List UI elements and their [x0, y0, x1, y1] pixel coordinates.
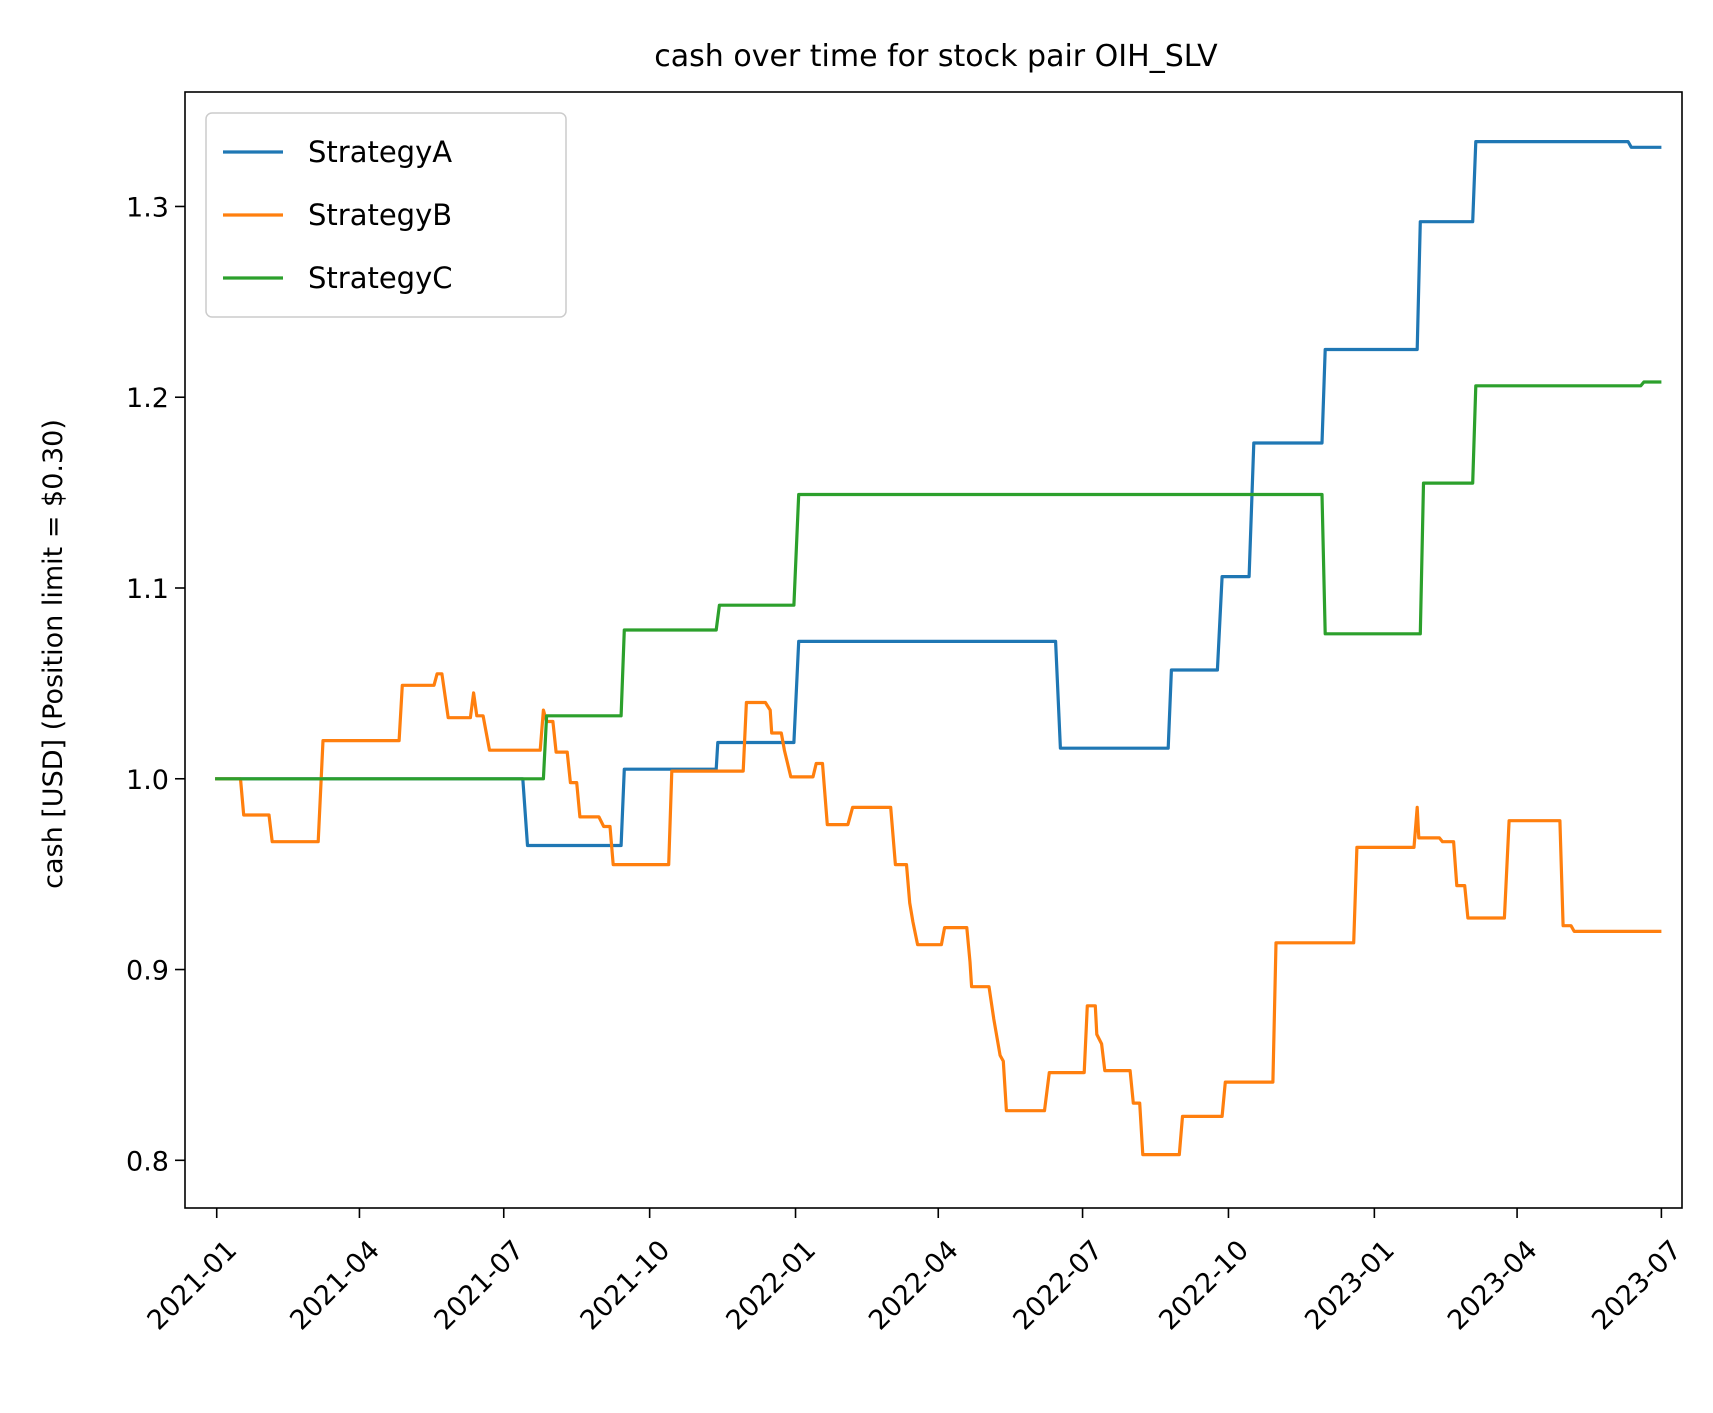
plot-area	[184, 91, 1683, 1209]
y-tick-label: 0.8	[126, 1146, 169, 1177]
series-line-strategya	[215, 140, 1662, 848]
legend-label-strategya: StrategyA	[308, 135, 452, 169]
legend-label-strategyb: StrategyB	[308, 198, 452, 232]
chart-title: cash over time for stock pair OIH_SLV	[654, 39, 1218, 74]
y-tick-label: 1.2	[126, 383, 169, 414]
y-tick-label: 1.0	[126, 765, 169, 796]
plot-frame	[184, 91, 1683, 1209]
legend-box	[205, 112, 567, 318]
y-tick-label: 0.9	[126, 956, 169, 987]
y-tick-label: 1.1	[126, 574, 169, 605]
legend-label-strategyc: StrategyC	[308, 261, 453, 295]
legend: StrategyA StrategyB StrategyC	[205, 112, 567, 318]
y-axis: 0.8 0.9 1.0 1.1 1.2 1.3	[126, 192, 185, 1177]
series-line-strategyb	[215, 672, 1662, 1157]
series-line-strategyc	[215, 380, 1662, 781]
y-tick-label: 1.3	[126, 192, 169, 223]
y-axis-label: cash [USD] (Position limit = $0.30)	[38, 419, 69, 889]
